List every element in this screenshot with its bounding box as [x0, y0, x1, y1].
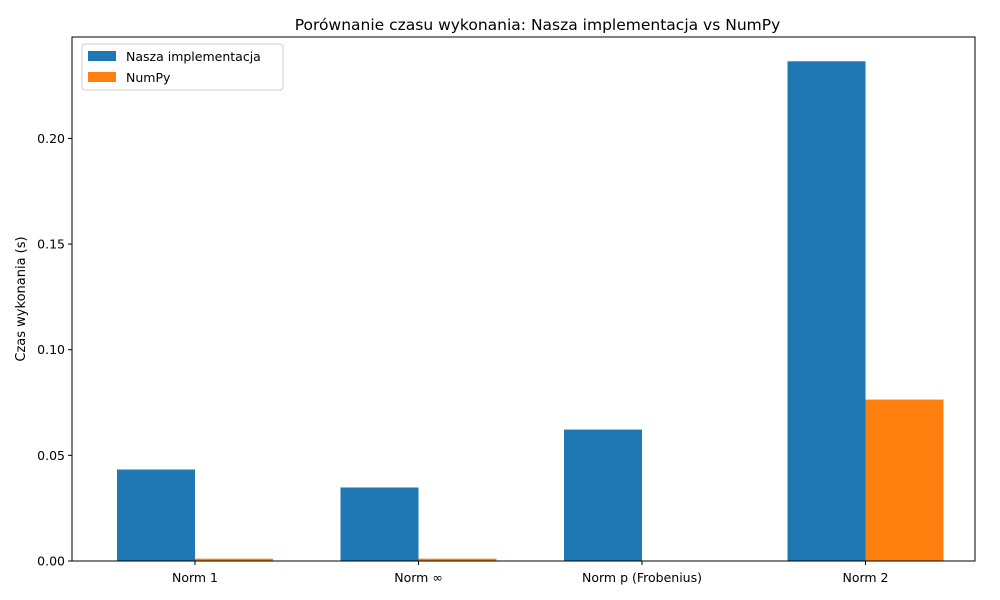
bar-numpy-1	[418, 558, 497, 561]
x-tick-label: Norm p (Frobenius)	[582, 570, 702, 585]
bar-nasza-implementacja-1	[340, 487, 419, 561]
y-tick-label: 0.20	[37, 131, 65, 146]
bar-numpy-0	[195, 558, 273, 561]
legend-swatch	[88, 51, 116, 61]
x-tick-label: Norm 1	[172, 570, 218, 585]
y-tick-label: 0.15	[37, 237, 65, 252]
bar-nasza-implementacja-2	[564, 429, 642, 561]
bar-nasza-implementacja-0	[117, 469, 195, 561]
y-tick-label: 0.00	[37, 554, 65, 569]
legend-label: Nasza implementacja	[126, 49, 261, 64]
bar-nasza-implementacja-3	[787, 61, 866, 561]
plot-frame	[71, 36, 976, 562]
x-tick-label: Norm 2	[842, 570, 888, 585]
y-axis: 0.00 0.05 0.10 0.15 0.20	[37, 131, 72, 569]
chart-title: Porównanie czasu wykonania: Nasza implem…	[295, 16, 781, 34]
x-axis: Norm 1 Norm ∞ Norm p (Frobenius) Norm 2	[172, 561, 889, 585]
legend: Nasza implementacja NumPy	[81, 43, 284, 91]
y-tick-label: 0.05	[37, 448, 65, 463]
bars-group	[117, 61, 944, 561]
legend-box	[81, 43, 284, 91]
bar-numpy-3	[865, 399, 944, 561]
y-axis-title: Czas wykonania (s)	[14, 236, 29, 361]
legend-label: NumPy	[126, 70, 171, 85]
y-tick-label: 0.10	[37, 342, 65, 357]
x-tick-label: Norm ∞	[394, 570, 442, 585]
legend-swatch	[88, 72, 116, 82]
